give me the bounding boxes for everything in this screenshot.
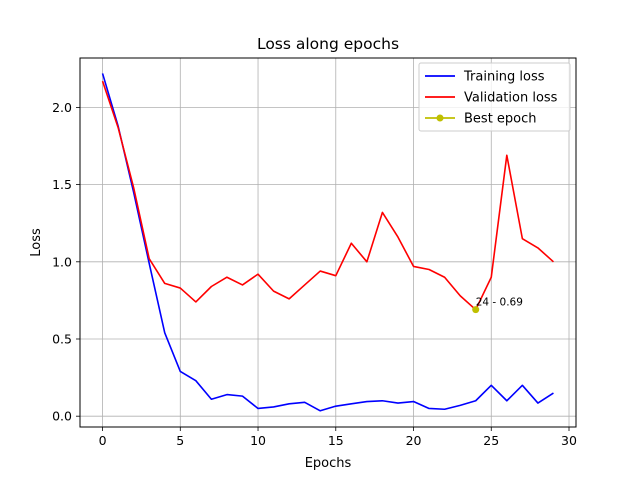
x-tick-label: 10 xyxy=(250,433,266,448)
best-epoch-layer: 24 - 0.69 xyxy=(472,297,523,314)
plot-area-frame xyxy=(79,57,577,428)
x-tick-label: 25 xyxy=(483,433,499,448)
y-tick-label: 1.0 xyxy=(52,254,72,269)
x-tick-label: 15 xyxy=(328,433,344,448)
y-tick-label: 0.0 xyxy=(52,409,72,424)
series-layer xyxy=(101,73,554,412)
series-line-training xyxy=(101,73,554,412)
y-tick-label: 0.5 xyxy=(52,331,72,346)
y-axis-label: Loss xyxy=(29,228,44,257)
legend-label-validation: Validation loss xyxy=(464,91,558,106)
y-axis-ticks: 0.0 0.5 1.0 1.5 2.0 xyxy=(52,100,80,424)
x-tick-label: 0 xyxy=(99,433,107,448)
legend-entry-validation: Validation loss xyxy=(425,91,558,106)
best-epoch-annotation: 24 - 0.69 xyxy=(476,297,523,309)
x-axis-ticks: 0 5 10 15 20 25 30 xyxy=(99,427,577,448)
legend-label-training: Training loss xyxy=(463,70,545,85)
x-axis-label: Epochs xyxy=(305,456,352,471)
legend-entry-training: Training loss xyxy=(425,70,545,85)
legend-box xyxy=(418,62,571,132)
legend-marker-best-epoch xyxy=(436,114,444,122)
legend: Training loss Validation loss Best epoch xyxy=(418,62,571,132)
x-tick-label: 20 xyxy=(406,433,422,448)
x-tick-label: 30 xyxy=(561,433,577,448)
x-tick-label: 5 xyxy=(176,433,184,448)
chart-title: Loss along epochs xyxy=(257,35,399,53)
series-line-validation xyxy=(101,80,554,311)
y-tick-label: 1.5 xyxy=(52,177,72,192)
legend-label-best-epoch: Best epoch xyxy=(464,112,537,127)
legend-entry-best-epoch: Best epoch xyxy=(425,112,537,127)
best-epoch-point xyxy=(472,306,480,314)
y-tick-label: 2.0 xyxy=(52,100,72,115)
